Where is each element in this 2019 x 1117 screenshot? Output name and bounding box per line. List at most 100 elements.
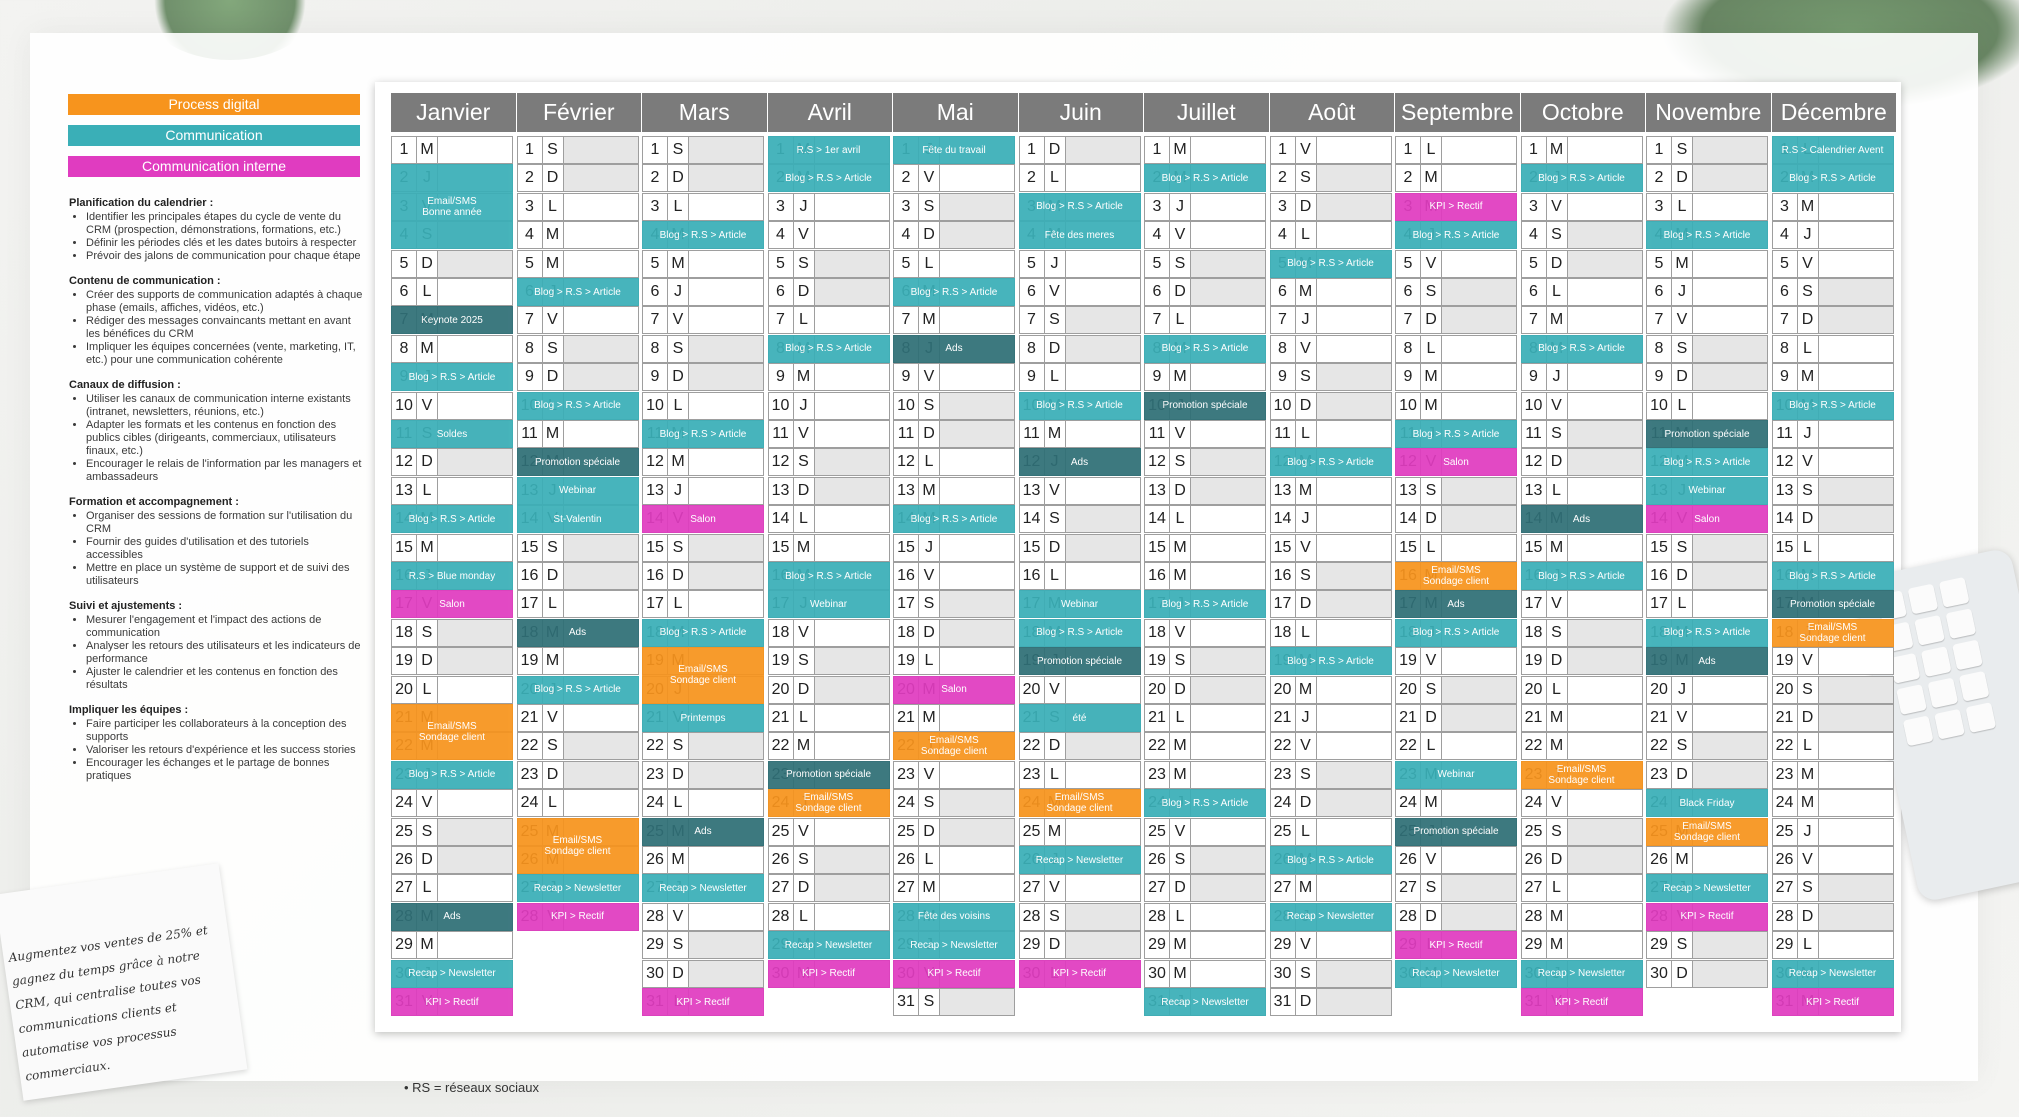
day-cell[interactable]: 27 L [1520,874,1643,903]
day-cell[interactable]: 30 D [642,959,764,988]
day-cell[interactable]: 21 L [767,704,890,732]
calendar-event[interactable]: Blog > R.S > Article [516,675,639,704]
calendar-event[interactable]: Fête du travail [893,136,1015,164]
calendar-event[interactable]: Blog > R.S > Article [1269,448,1392,477]
day-cell[interactable]: 19 D [391,647,513,676]
calendar-event[interactable]: Blog > R.S > Article [767,334,890,363]
day-cell[interactable]: 15 L [1771,533,1894,562]
calendar-event[interactable]: Webinar [767,590,890,619]
calendar-event[interactable]: Blog > R.S > Article [1395,618,1517,647]
calendar-event[interactable]: KPI > Rectif [1520,988,1643,1016]
calendar-event[interactable]: KPI > Rectif [1395,931,1517,960]
day-cell[interactable]: 18 D [893,618,1015,647]
calendar-event[interactable]: Email/SMS Sondage client [516,817,639,874]
calendar-event[interactable]: R.S > 1er avril [767,136,890,164]
day-cell[interactable]: 13 D [1144,476,1266,505]
day-cell[interactable]: 14 D [1771,505,1894,534]
day-cell[interactable]: 29 V [1269,931,1392,960]
day-cell[interactable]: 22 S [516,732,639,761]
day-cell[interactable]: 13 L [391,476,513,505]
calendar-event[interactable]: Recap > Newsletter [1144,988,1266,1016]
day-cell[interactable]: 13 S [1771,476,1894,505]
day-cell[interactable]: 26 V [1771,846,1894,874]
calendar-event[interactable]: Email/SMS Bonne année [391,164,513,250]
day-cell[interactable]: 15 L [1395,533,1517,562]
calendar-event[interactable]: Blog > R.S > Article [1269,249,1392,278]
day-cell[interactable]: 17 D [1269,590,1392,619]
calendar-event[interactable]: Blog > R.S > Article [1395,420,1517,448]
calendar-event[interactable]: Blog > R.S > Article [1771,391,1894,420]
day-cell[interactable]: 11 V [767,420,890,448]
day-cell[interactable]: 28 D [1771,902,1894,931]
calendar-event[interactable]: KPI > Rectif [1395,192,1517,221]
day-cell[interactable]: 28 D [1395,902,1517,931]
calendar-event[interactable]: Blog > R.S > Article [1144,334,1266,363]
calendar-event[interactable]: Salon [1646,505,1768,534]
day-cell[interactable]: 10 V [391,391,513,420]
day-cell[interactable]: 22 L [1771,732,1894,761]
calendar-event[interactable]: Ads [1395,590,1517,619]
calendar-event[interactable]: Blog > R.S > Article [1646,618,1768,647]
day-cell[interactable]: 27 S [1771,874,1894,903]
day-cell[interactable]: 27 D [767,874,890,903]
day-cell[interactable]: 10 S [893,391,1015,420]
day-cell[interactable]: 23 D [642,760,764,789]
day-cell[interactable]: 21 L [1144,704,1266,732]
day-cell[interactable]: 20 S [1395,675,1517,704]
day-cell[interactable]: 15 J [893,533,1015,562]
calendar-event[interactable]: Black Friday [1646,789,1768,818]
day-cell[interactable]: 23 S [1269,760,1392,789]
calendar-event[interactable]: Webinar [1018,590,1141,619]
day-cell[interactable]: 11 D [893,420,1015,448]
day-cell[interactable]: 15 M [1144,533,1266,562]
day-cell[interactable]: 27 M [893,874,1015,903]
calendar-event[interactable]: Recap > Newsletter [1018,846,1141,874]
day-cell[interactable]: 14 L [767,505,890,534]
day-cell[interactable]: 15 V [1269,533,1392,562]
calendar-event[interactable]: Ads [642,817,764,846]
calendar-event[interactable]: KPI > Rectif [516,902,639,931]
calendar-event[interactable]: Email/SMS Sondage client [1771,618,1894,647]
day-cell[interactable]: 23 V [893,760,1015,789]
calendar-event[interactable]: Recap > Newsletter [391,959,513,988]
day-cell[interactable]: 14 L [1144,505,1266,534]
calendar-event[interactable]: KPI > Rectif [893,959,1015,988]
calendar-event[interactable]: Ads [1646,647,1768,676]
calendar-event[interactable]: Printemps [642,704,764,732]
day-cell[interactable]: 12 S [767,448,890,477]
